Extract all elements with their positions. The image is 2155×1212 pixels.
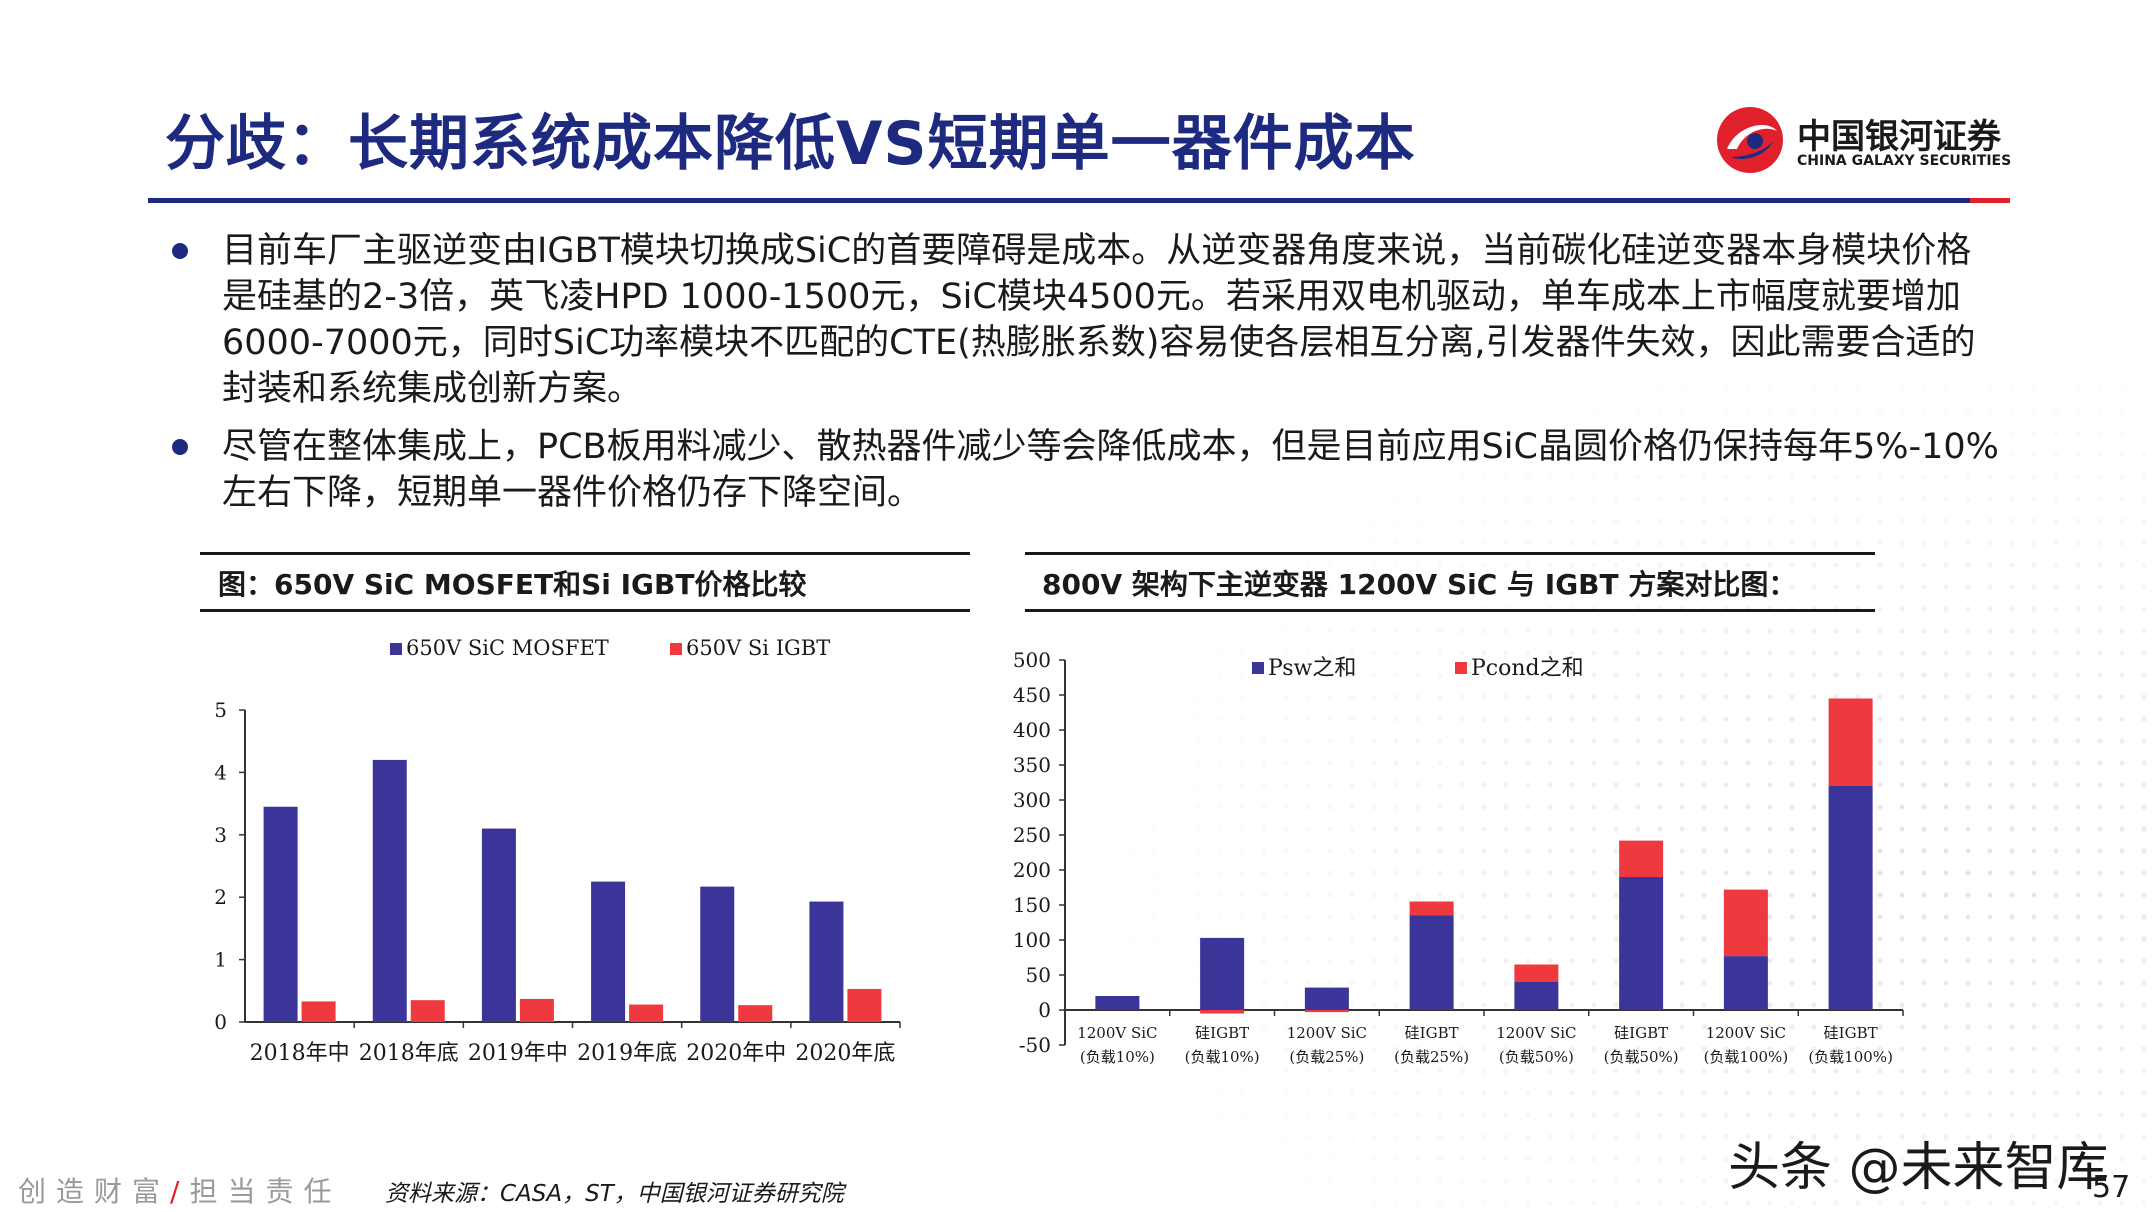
y-tick-label: 4 <box>214 760 227 784</box>
x-tick-label: 2019年中 <box>468 1041 568 1066</box>
x-tick-label: 硅IGBT (负载10%) <box>1185 1024 1260 1066</box>
x-tick-label: 硅IGBT (负载50%) <box>1604 1024 1679 1066</box>
bullet-dot-icon <box>172 439 188 455</box>
bar-sic-mosfet <box>481 828 516 1022</box>
y-tick-label: 3 <box>214 823 227 847</box>
page-number: 57 <box>2092 1170 2131 1205</box>
bar-pcond <box>1409 901 1454 916</box>
bar-psw <box>1619 877 1664 1010</box>
bullet-text: 尽管在整体集成上，PCB板用料减少、散热器件减少等会降低成本，但是目前应用SiC… <box>222 427 1999 513</box>
data-source: 资料来源：CASA，ST，中国银河证券研究院 <box>385 1181 844 1207</box>
bar-sic-mosfet <box>809 901 844 1022</box>
bullet-item: 尽管在整体集成上，PCB板用料减少、散热器件减少等会降低成本，但是目前应用SiC… <box>170 424 2000 516</box>
x-tick-label: 2020年底 <box>795 1041 895 1066</box>
page-title: 分歧：长期系统成本降低VS短期单一器件成本 <box>165 109 1416 179</box>
y-tick-label: 450 <box>1013 683 1051 707</box>
bullet-text: 目前车厂主驱逆变由IGBT模块切换成SiC的首要障碍是成本。从逆变器角度来说，当… <box>222 231 1976 409</box>
bar-si-igbt <box>410 1000 445 1022</box>
y-tick-label: 50 <box>1026 963 1051 987</box>
legend-label: Psw之和 <box>1268 656 1356 681</box>
bar-pcond <box>1200 1010 1245 1014</box>
x-tick-label: 2018年中 <box>250 1041 350 1066</box>
figure2-bottom-rule <box>1025 609 1875 612</box>
bar-psw <box>1723 956 1768 1010</box>
footer-motto: 创造财富/担当责任 <box>18 1170 341 1210</box>
y-tick-label: 350 <box>1013 753 1051 777</box>
y-tick-label: 250 <box>1013 823 1051 847</box>
bar-pcond <box>1514 964 1559 982</box>
bar-psw <box>1514 982 1559 1010</box>
bar-pcond <box>1304 1010 1349 1013</box>
y-tick-label: 0 <box>214 1010 227 1034</box>
title-divider-accent <box>1970 198 2010 203</box>
y-tick-label: 300 <box>1013 788 1051 812</box>
y-tick-label: 150 <box>1013 893 1051 917</box>
y-tick-label: 0 <box>1038 998 1051 1022</box>
logo-chinese-name: 中国银河证券 <box>1797 117 2001 157</box>
legend-label: Pcond之和 <box>1471 656 1584 681</box>
motto-right: 担当责任 <box>189 1175 342 1208</box>
figure2-title: 800V 架构下主逆变器 1200V SiC 与 IGBT 方案对比图： <box>1042 568 1797 601</box>
bar-psw <box>1828 786 1873 1010</box>
figure1-bottom-rule <box>200 609 970 612</box>
motto-slash: / <box>170 1175 190 1208</box>
background-dot-pattern <box>1055 312 2155 1212</box>
bar-sic-mosfet <box>591 881 626 1022</box>
x-tick-label: 硅IGBT (负载25%) <box>1394 1024 1469 1066</box>
title-divider <box>148 198 1978 203</box>
company-logo: 中国银河证券 CHINA GALAXY SECURITIES <box>1715 105 2015 175</box>
bar-sic-mosfet <box>263 806 298 1022</box>
legend-swatch <box>1455 662 1467 674</box>
bullet-list: 目前车厂主驱逆变由IGBT模块切换成SiC的首要障碍是成本。从逆变器角度来说，当… <box>170 228 2000 528</box>
legend-swatch <box>670 643 682 655</box>
figure1-top-rule <box>200 552 970 555</box>
inverter-comparison-chart: -50 0 50 100 150 200 250 300 350 400 450 500 1200V S… <box>1013 648 1904 1066</box>
y-tick-label: 100 <box>1013 928 1051 952</box>
bar-psw <box>1304 987 1349 1010</box>
y-tick-label: 400 <box>1013 718 1051 742</box>
y-tick-label: 200 <box>1013 858 1051 882</box>
x-tick-label: 1200V SiC (负载10%) <box>1077 1024 1157 1066</box>
watermark: 头条 @未来智库 <box>1728 1138 2109 1198</box>
y-tick-label: 1 <box>214 948 227 972</box>
bar-pcond <box>1828 698 1873 786</box>
legend-swatch <box>390 643 402 655</box>
motto-left: 创造财富 <box>18 1175 171 1208</box>
bar-sic-mosfet <box>372 759 407 1022</box>
x-tick-label: 1200V SiC (负载100%) <box>1704 1024 1789 1066</box>
logo-english-name: CHINA GALAXY SECURITIES <box>1797 153 2012 169</box>
bar-si-igbt <box>301 1001 336 1022</box>
bar-si-igbt <box>629 1004 664 1022</box>
figure2-top-rule <box>1025 552 1875 555</box>
bar-si-igbt <box>519 998 554 1022</box>
x-tick-label: 2020年中 <box>686 1041 786 1066</box>
bar-si-igbt <box>847 988 882 1022</box>
figure1-title: 图：650V SiC MOSFET和Si IGBT价格比较 <box>218 568 807 601</box>
bar-pcond <box>1723 889 1768 957</box>
bullet-item: 目前车厂主驱逆变由IGBT模块切换成SiC的首要障碍是成本。从逆变器角度来说，当… <box>170 228 2000 412</box>
bar-psw <box>1200 937 1245 1010</box>
galaxy-logo-icon <box>1717 107 1783 173</box>
bar-pcond <box>1619 840 1664 877</box>
x-tick-label: 1200V SiC (负载25%) <box>1287 1024 1367 1066</box>
x-tick-label: 1200V SiC (负载50%) <box>1496 1024 1576 1066</box>
x-tick-label: 2019年底 <box>577 1041 677 1066</box>
legend-label: 650V SiC MOSFET <box>406 636 609 660</box>
bar-psw <box>1409 915 1454 1010</box>
bar-si-igbt <box>738 1005 773 1022</box>
legend-swatch <box>1252 662 1264 674</box>
x-tick-label: 硅IGBT (负载100%) <box>1808 1024 1893 1066</box>
legend-label: 650V Si IGBT <box>686 636 830 660</box>
bullet-dot-icon <box>172 243 188 259</box>
y-tick-label: -50 <box>1019 1033 1051 1057</box>
y-tick-label: 5 <box>214 698 227 722</box>
x-tick-label: 2018年底 <box>359 1041 459 1066</box>
price-comparison-chart: 0 1 2 3 4 5 2018年中 2018年底 2019年中 2019年底 2020年中 2020… <box>214 636 901 1066</box>
bar-sic-mosfet <box>700 886 735 1022</box>
bar-psw <box>1095 996 1140 1010</box>
y-tick-label: 2 <box>214 885 227 909</box>
y-tick-label: 500 <box>1013 648 1051 672</box>
